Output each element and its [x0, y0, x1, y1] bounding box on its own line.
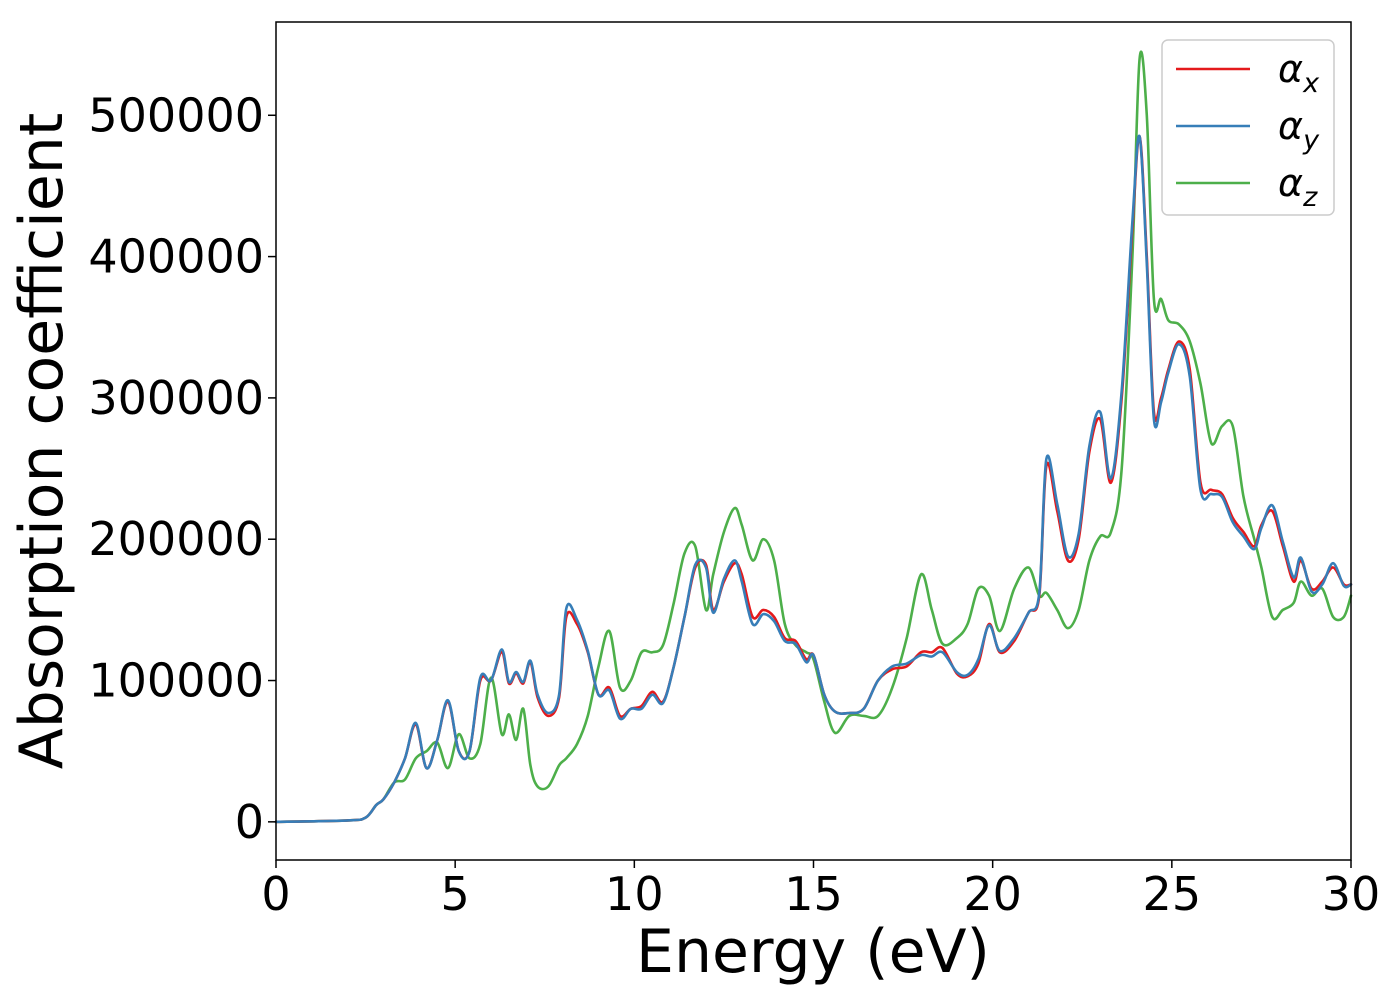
y-tick-label: 200000 — [88, 512, 264, 566]
legend-label-base: α — [1278, 161, 1303, 205]
x-tick-label: 30 — [1322, 867, 1381, 921]
y-tick-label: 300000 — [88, 371, 264, 425]
y-tick-label: 400000 — [88, 230, 264, 284]
x-tick-label: 0 — [261, 867, 290, 921]
y-axis-ticks: 0 100000 200000 300000 400000 500000 — [88, 88, 276, 849]
x-axis-ticks: 0 5 10 15 20 25 30 — [261, 860, 1380, 921]
x-tick-label: 15 — [784, 867, 843, 921]
x-tick-label: 20 — [963, 867, 1022, 921]
legend-label-base: α — [1278, 104, 1303, 148]
legend-label-base: α — [1278, 47, 1303, 91]
legend-label-subscript: z — [1302, 182, 1318, 213]
x-tick-label: 25 — [1143, 867, 1202, 921]
legend-label-subscript: y — [1302, 125, 1320, 156]
legend-label-subscript: x — [1302, 68, 1320, 99]
y-tick-label: 500000 — [88, 88, 264, 142]
x-tick-label: 10 — [605, 867, 664, 921]
y-tick-label: 0 — [235, 795, 264, 849]
x-axis-title: Energy (eV) — [636, 917, 990, 987]
x-tick-label: 5 — [441, 867, 470, 921]
y-axis-title: Absorption coefficient — [7, 113, 77, 770]
y-tick-label: 100000 — [88, 654, 264, 708]
